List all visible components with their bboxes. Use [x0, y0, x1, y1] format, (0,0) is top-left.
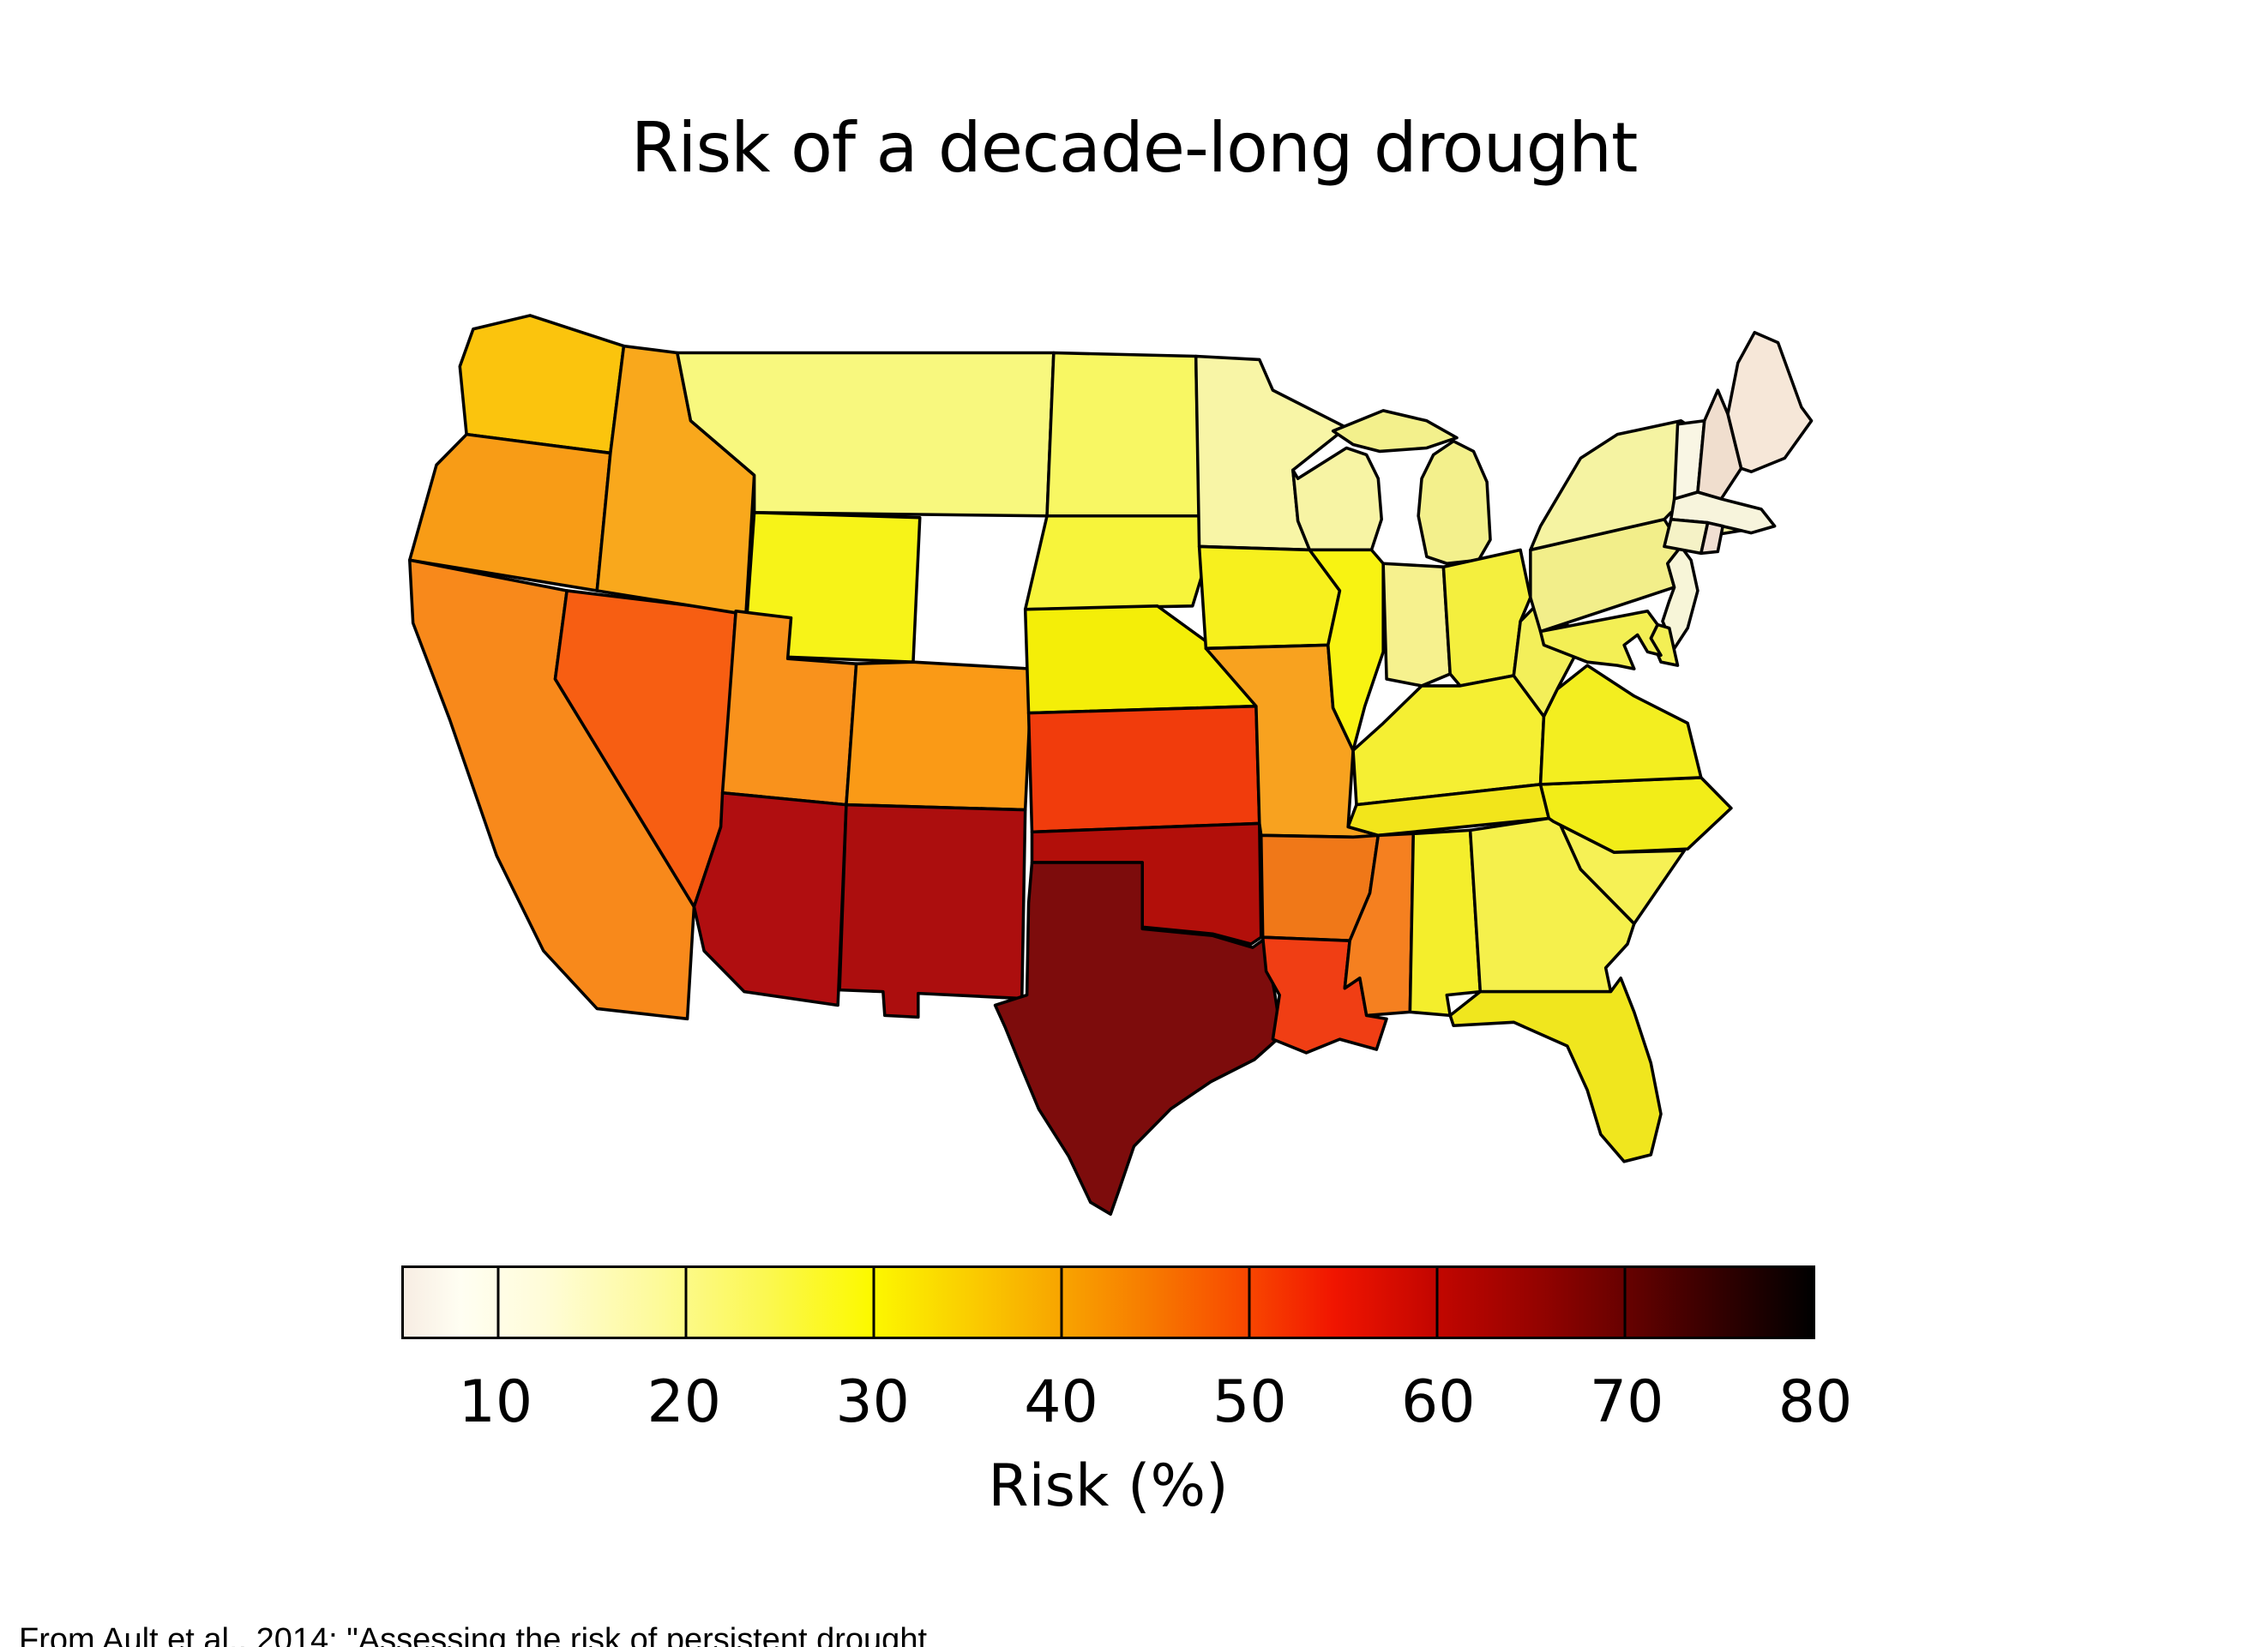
state-or: [407, 432, 612, 592]
colorbar-tick-label: 30: [835, 1368, 910, 1436]
state-ky: [1351, 674, 1546, 807]
us-choropleth-map: [401, 309, 1832, 1235]
colorbar-tick-line: [1060, 1268, 1063, 1337]
source-note: From Ault et al., 2014: "Assessing the r…: [19, 1528, 927, 1647]
state-tx: [993, 861, 1283, 1217]
colorbar-tick-labels: 10 20 30 40 50 60 70 80: [401, 1368, 1853, 1437]
state-in: [1381, 562, 1452, 688]
colorbar-tick-label: 80: [1778, 1368, 1853, 1436]
state-me: [1726, 330, 1814, 474]
state-wa: [458, 314, 626, 455]
colorbar-tick-line: [684, 1268, 688, 1337]
state-al: [1408, 828, 1483, 1018]
state-wi: [1291, 446, 1383, 552]
state-va: [1538, 664, 1703, 786]
colorbar-tick-label: 70: [1589, 1368, 1664, 1436]
colorbar-tick-label: 40: [1024, 1368, 1098, 1436]
colorbar-tick-line: [1623, 1268, 1627, 1337]
state-nj: [1661, 544, 1699, 651]
colorbar-gradient: [404, 1268, 1813, 1337]
source-note-line1: From Ault et al., 2014: "Assessing the r…: [19, 1621, 928, 1647]
colorbar-tick-line: [496, 1268, 500, 1337]
chart-title: Risk of a decade-long drought: [630, 108, 1639, 188]
colorbar-tick-label: 60: [1401, 1368, 1476, 1436]
colorbar-tick-line: [1435, 1268, 1439, 1337]
state-co: [845, 660, 1034, 812]
state-sd: [1023, 514, 1212, 611]
colorbar-tick-line: [872, 1268, 875, 1337]
state-ri: [1699, 520, 1724, 556]
us-map-svg: [407, 314, 1814, 1217]
colorbar: [401, 1265, 1815, 1339]
colorbar-tick-label: 50: [1212, 1368, 1287, 1436]
state-nc: [1538, 776, 1733, 854]
state-il: [1308, 548, 1385, 753]
state-mi: [1331, 409, 1492, 566]
state-tn: [1346, 783, 1551, 838]
state-md: [1538, 609, 1663, 670]
state-nm: [838, 802, 1027, 1019]
colorbar-tick-label: 20: [647, 1368, 722, 1436]
state-nd: [1045, 351, 1201, 518]
colorbar-tick-label: 10: [458, 1368, 533, 1436]
colorbar-axis-label: Risk (%): [988, 1452, 1229, 1520]
state-fl: [1448, 976, 1663, 1163]
colorbar-tick-line: [1248, 1268, 1251, 1337]
state-ks: [1026, 704, 1261, 834]
